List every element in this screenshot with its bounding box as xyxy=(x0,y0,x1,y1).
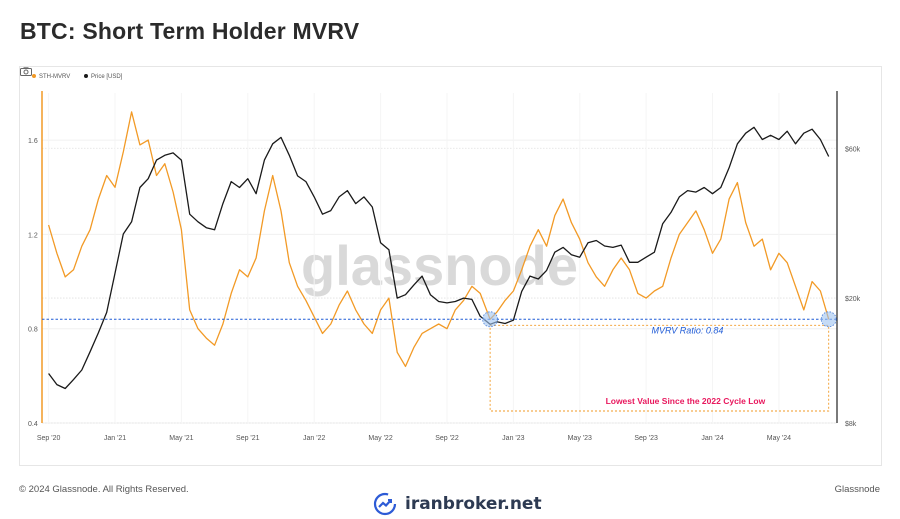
legend-swatch xyxy=(32,74,36,78)
chart-svg: glassnode 0.4 0.8 1.2 1.6 $8k $20k $60k Sep '20 J… xyxy=(28,74,861,442)
y-left-tick-label: 1.2 xyxy=(28,232,38,239)
legend-swatch xyxy=(84,74,88,78)
x-tick-label: May '21 xyxy=(169,435,193,442)
y-left-tick-label: 1.6 xyxy=(28,138,38,145)
reference-line-label: MVRV Ratio: 0.84 xyxy=(651,325,723,335)
camera-icon[interactable] xyxy=(20,67,32,76)
y-left-tick-label: 0.4 xyxy=(28,421,38,428)
annotation-text: Lowest Value Since the 2022 Cycle Low xyxy=(606,396,766,406)
highlight-point xyxy=(482,311,499,328)
x-tick-label: May '23 xyxy=(568,435,592,442)
x-tick-label: Jan '21 xyxy=(104,435,126,442)
x-tick-label: Jan '24 xyxy=(701,435,723,442)
copyright-text: © 2024 Glassnode. All Rights Reserved. xyxy=(19,484,189,495)
source-text: Glassnode xyxy=(834,484,880,495)
x-tick-label: Sep '21 xyxy=(236,435,260,442)
x-tick-label: Jan '23 xyxy=(502,435,524,442)
annotation-box xyxy=(489,324,830,412)
legend-label: STH-MVRV xyxy=(39,74,70,80)
sth-mvrv-line xyxy=(47,111,830,368)
price-line xyxy=(48,126,830,390)
x-tick-label: Sep '20 xyxy=(37,435,61,442)
x-tick-label: Sep '23 xyxy=(634,435,658,442)
highlight-point xyxy=(820,311,837,328)
x-tick-label: Sep '22 xyxy=(435,435,459,442)
x-tick-label: Jan '22 xyxy=(303,435,325,442)
watermark-text: glassnode xyxy=(301,234,578,297)
brand-text: iranbroker.net xyxy=(405,494,542,514)
y-left-tick-label: 0.8 xyxy=(28,327,38,334)
x-tick-label: May '24 xyxy=(767,435,791,442)
x-tick-label: May '22 xyxy=(368,435,392,442)
legend-label: Price [USD] xyxy=(91,74,123,80)
chart-growth-icon xyxy=(373,492,397,516)
page-title: BTC: Short Term Holder MVRV xyxy=(20,18,360,44)
y-right-tick-label: $20k xyxy=(845,296,861,303)
brand-logo: iranbroker.net xyxy=(373,492,542,516)
y-right-tick-label: $60k xyxy=(845,146,861,153)
y-right-tick-label: $8k xyxy=(845,421,857,428)
chart-panel: glassnode 0.4 0.8 1.2 1.6 $8k $20k $60k Sep '20 J… xyxy=(19,66,882,466)
